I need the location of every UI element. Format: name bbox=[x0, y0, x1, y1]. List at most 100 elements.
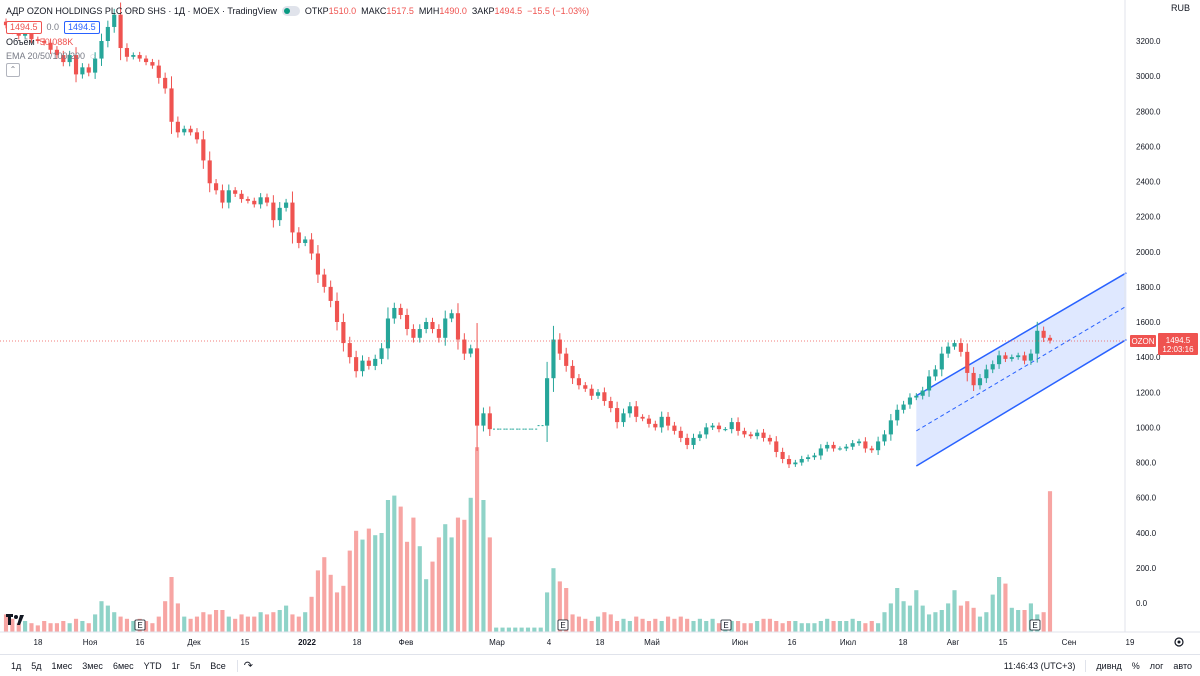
volume-bar bbox=[710, 618, 715, 632]
channel-upper-line[interactable] bbox=[915, 272, 1127, 397]
volume-bar bbox=[404, 541, 410, 632]
time-tick-label: 18 bbox=[353, 638, 362, 647]
clock-time[interactable]: 11:46:43 (UTC+3) bbox=[1003, 660, 1076, 671]
candle bbox=[392, 302, 397, 324]
volume-bar bbox=[831, 621, 836, 632]
price-tick-label: 1000.0 bbox=[1136, 423, 1161, 432]
candle bbox=[207, 151, 212, 193]
candle bbox=[564, 347, 569, 372]
candle bbox=[595, 389, 601, 399]
channel-lower-line[interactable] bbox=[915, 338, 1127, 467]
earnings-marker-icon[interactable]: E bbox=[720, 619, 732, 631]
range-button-0[interactable]: 1д bbox=[11, 660, 22, 671]
candle bbox=[201, 130, 206, 169]
range-button-2[interactable]: 1мес bbox=[51, 660, 73, 671]
channel-mid-line[interactable] bbox=[916, 305, 1127, 432]
goto-date-icon[interactable]: ↷ bbox=[243, 660, 253, 672]
parallel-channel[interactable] bbox=[915, 272, 1127, 467]
range-button-5[interactable]: YTD bbox=[143, 660, 162, 671]
collapse-row: ⌃ bbox=[6, 63, 589, 77]
candle bbox=[831, 441, 836, 452]
volume-bar bbox=[850, 618, 855, 632]
volume-bar bbox=[475, 447, 480, 632]
candle bbox=[608, 396, 613, 413]
candle bbox=[570, 360, 575, 384]
time-axis[interactable]: 18 Ноя 16 Дек 15 2022 18 Фев Мар 4 18 Май Июн 16 Июл 18… bbox=[34, 638, 1135, 647]
candle bbox=[430, 317, 435, 334]
volume-bar bbox=[29, 623, 34, 632]
range-button-7[interactable]: 5л bbox=[189, 660, 201, 671]
earnings-marker-icon[interactable]: E bbox=[1029, 619, 1041, 631]
sell-price-button[interactable]: 1494.5 bbox=[6, 20, 42, 34]
svg-text:E: E bbox=[137, 621, 142, 630]
volume-bar bbox=[691, 621, 696, 632]
option-log[interactable]: лог bbox=[1149, 660, 1164, 671]
candle bbox=[984, 364, 989, 383]
symbol-title[interactable]: АДР OZON HOLDINGS PLC ORD SHS · 1Д · MOE… bbox=[6, 6, 277, 16]
volume-bar bbox=[863, 623, 868, 632]
volume-bar bbox=[659, 621, 664, 632]
ohlc-close: ЗАКР1494.5 bbox=[471, 6, 523, 16]
candle bbox=[156, 59, 161, 84]
candle bbox=[602, 387, 607, 406]
volume-label: Объём bbox=[6, 37, 35, 47]
candle bbox=[99, 33, 104, 66]
candle bbox=[856, 438, 862, 446]
market-status-toggle-icon[interactable] bbox=[281, 6, 300, 16]
candle bbox=[837, 446, 842, 451]
volume-bar bbox=[347, 550, 352, 632]
candle bbox=[799, 455, 804, 466]
volume-bar bbox=[748, 623, 753, 632]
candle bbox=[214, 179, 219, 195]
volume-bar bbox=[207, 614, 212, 632]
range-button-8[interactable]: Все bbox=[210, 660, 226, 671]
range-button-6[interactable]: 1г bbox=[171, 660, 180, 671]
volume-bar bbox=[61, 621, 66, 632]
divider bbox=[236, 659, 238, 672]
range-button-3[interactable]: 3мес bbox=[82, 660, 103, 671]
volume-bar bbox=[576, 616, 581, 632]
option-percent[interactable]: % bbox=[1131, 660, 1140, 671]
earnings-marker-icon[interactable]: E bbox=[134, 619, 146, 631]
candle bbox=[888, 414, 893, 441]
volume-bar bbox=[513, 627, 518, 632]
ema-legend-row[interactable]: EMA 20/50/100/200 ◌ bbox=[6, 49, 589, 63]
ohlc-high: МАКС1517.5 bbox=[361, 6, 414, 16]
range-button-1[interactable]: 5д bbox=[31, 660, 42, 671]
price-chart[interactable]: 3200.0 3000.0 2800.0 2600.0 2400.0 2200.0 2000… bbox=[0, 0, 1200, 654]
candle bbox=[163, 72, 168, 94]
candle bbox=[449, 309, 454, 323]
volume-bar bbox=[665, 616, 671, 632]
candle bbox=[965, 343, 970, 382]
option-dividends[interactable]: дивнд bbox=[1096, 660, 1122, 671]
volume-bar bbox=[303, 612, 308, 632]
price-axis[interactable]: 3200.0 3000.0 2800.0 2600.0 2400.0 2200.0 2000… bbox=[1136, 37, 1161, 608]
candle bbox=[86, 63, 91, 77]
currency-label[interactable]: RUB bbox=[1170, 3, 1190, 13]
eye-hidden-icon[interactable]: ◌ bbox=[90, 51, 96, 61]
volume-legend-row[interactable]: Объём 50.088K bbox=[6, 35, 589, 49]
settings-gear-icon[interactable] bbox=[1174, 637, 1184, 647]
candle bbox=[252, 197, 257, 208]
volume-bar bbox=[424, 579, 429, 632]
collapse-legend-icon[interactable]: ⌃ bbox=[6, 63, 20, 77]
buy-price-button[interactable]: 1494.5 bbox=[64, 20, 100, 34]
option-auto[interactable]: авто bbox=[1173, 660, 1192, 671]
volume-bar bbox=[188, 618, 193, 632]
earnings-marker-icon[interactable]: E bbox=[557, 619, 569, 631]
candle bbox=[309, 233, 314, 260]
volume-bar bbox=[920, 605, 925, 632]
time-tick-label: 16 bbox=[136, 638, 145, 647]
tradingview-logo-icon[interactable] bbox=[6, 614, 24, 628]
volume-bar bbox=[271, 612, 276, 632]
candle bbox=[341, 313, 346, 352]
candle bbox=[296, 227, 301, 249]
volume-bar bbox=[1041, 612, 1046, 632]
candle bbox=[869, 445, 874, 453]
ema-label: EMA 20/50/100/200 bbox=[6, 51, 86, 61]
candle bbox=[322, 268, 327, 293]
range-button-4[interactable]: 6мес bbox=[112, 660, 134, 671]
candle bbox=[475, 323, 480, 451]
